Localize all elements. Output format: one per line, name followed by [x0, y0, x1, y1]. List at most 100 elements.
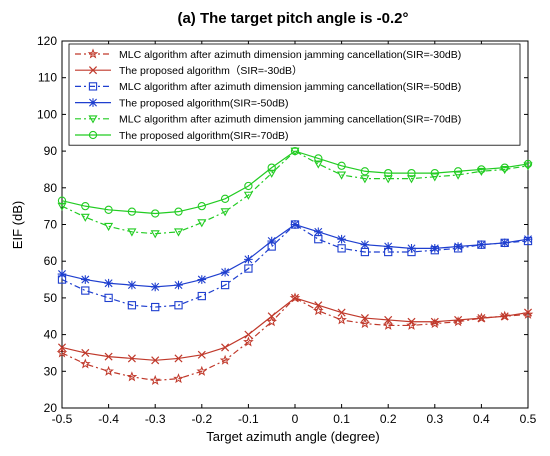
legend-item: MLC algorithm after azimuth dimension ja…: [75, 81, 461, 93]
x-tick-label: 0: [292, 412, 299, 426]
legend-item: The proposed algorithm（SIR=-30dB）: [75, 65, 303, 77]
data-point-triangle-down: [104, 222, 114, 232]
data-point-x: [407, 317, 416, 326]
data-point-asterisk: [88, 98, 98, 107]
data-point-triangle-down: [476, 167, 486, 177]
data-point-asterisk: [57, 269, 67, 279]
legend: MLC algorithm after azimuth dimension ja…: [68, 43, 521, 146]
data-point-star: [173, 373, 184, 384]
data-point-star: [243, 336, 254, 347]
data-point-circle: [384, 168, 393, 178]
data-point-square: [244, 264, 253, 273]
data-point-asterisk: [80, 275, 90, 284]
data-point-asterisk: [337, 234, 346, 244]
data-point-x: [221, 343, 230, 352]
data-point-square: [151, 302, 160, 312]
data-point-triangle-down: [360, 175, 370, 184]
data-point-square: [81, 286, 90, 295]
data-point-star: [87, 48, 99, 59]
data-point-star: [149, 374, 161, 385]
data-point-x: [174, 354, 183, 363]
data-point-circle: [220, 194, 230, 203]
data-point-circle: [500, 163, 509, 172]
x-tick-label: 0.1: [333, 412, 350, 426]
data-point-x: [454, 315, 463, 324]
x-tick-label: -0.2: [191, 412, 212, 426]
data-point-x: [360, 314, 369, 323]
chart-title: (a) The target pitch angle is -0.2°: [177, 10, 408, 27]
data-point-triangle-down: [523, 162, 533, 171]
data-point-x: [81, 348, 90, 357]
data-point-square: [88, 82, 98, 91]
y-tick-label: 50: [44, 291, 58, 305]
data-point-x: [384, 315, 393, 324]
data-point-x: [127, 354, 136, 363]
data-point-star: [196, 365, 208, 376]
data-point-square: [127, 301, 137, 310]
data-point-triangle-down: [197, 219, 207, 228]
data-point-triangle-down: [150, 230, 160, 239]
x-tick-label: 0.3: [426, 412, 443, 426]
series-group: [56, 146, 534, 385]
data-point-circle: [197, 201, 206, 211]
data-point-triangle-down: [337, 171, 347, 180]
data-point-circle: [453, 167, 463, 176]
data-point-asterisk: [197, 275, 207, 284]
data-point-asterisk: [220, 267, 230, 277]
series-1-line: [61, 297, 529, 382]
legend-label: The proposed algorithm（SIR=-30dB）: [119, 65, 303, 77]
data-point-star: [289, 292, 301, 303]
series-2-line: [61, 297, 529, 361]
data-point-circle: [267, 163, 276, 172]
data-point-asterisk: [477, 240, 486, 250]
data-point-star: [219, 354, 231, 365]
x-tick-label: -0.1: [238, 412, 259, 426]
data-point-circle: [290, 146, 300, 156]
series-6-line: [61, 150, 529, 215]
x-axis-ticks: -0.5 -0.4 -0.3 -0.2 -0.1 0 0.1 0.2 0.3 0.4 0.5: [52, 41, 537, 426]
legend-item: The proposed algorithm(SIR=-70dB): [75, 130, 289, 142]
data-point-star: [359, 318, 371, 329]
y-tick-label: 110: [38, 71, 57, 85]
data-point-x: [500, 312, 509, 321]
data-point-asterisk: [267, 236, 277, 246]
legend-item: MLC algorithm after azimuth dimension ja…: [75, 114, 461, 126]
data-point-asterisk: [244, 255, 253, 264]
legend-label: MLC algorithm after azimuth dimension ja…: [119, 81, 461, 93]
data-point-circle: [81, 201, 90, 211]
data-point-x: [104, 352, 113, 361]
data-point-square: [104, 293, 113, 303]
data-point-asterisk: [500, 238, 510, 248]
data-point-star: [312, 305, 324, 316]
data-point-asterisk: [383, 242, 393, 251]
data-point-asterisk: [290, 220, 300, 229]
data-point-circle: [174, 207, 183, 216]
legend-label: The proposed algorithm(SIR=-50dB): [119, 97, 289, 109]
data-point-x: [314, 301, 323, 310]
data-point-circle: [523, 159, 533, 169]
data-point-asterisk: [453, 242, 463, 251]
data-point-square: [337, 244, 346, 253]
data-point-circle: [57, 196, 67, 205]
data-point-circle: [127, 207, 137, 216]
data-point-circle: [430, 168, 439, 178]
data-point-x: [244, 330, 253, 339]
data-point-circle: [88, 130, 98, 140]
x-tick-label: 0.4: [473, 412, 490, 426]
x-tick-label: 0.5: [520, 412, 537, 426]
data-point-triangle-down: [173, 228, 184, 237]
data-point-triangle-down: [430, 173, 440, 182]
data-point-x: [430, 317, 439, 326]
data-point-star: [452, 316, 464, 327]
y-tick-label: 60: [44, 254, 58, 268]
data-point-triangle-down: [88, 115, 98, 124]
data-point-circle: [360, 167, 370, 176]
data-point-circle: [314, 154, 323, 163]
x-tick-label: 0.2: [380, 412, 397, 426]
data-point-star: [382, 319, 394, 330]
data-point-triangle-down: [500, 166, 510, 175]
data-point-triangle-down: [220, 208, 230, 217]
data-point-circle: [151, 209, 160, 218]
y-tick-label: 70: [44, 218, 58, 232]
